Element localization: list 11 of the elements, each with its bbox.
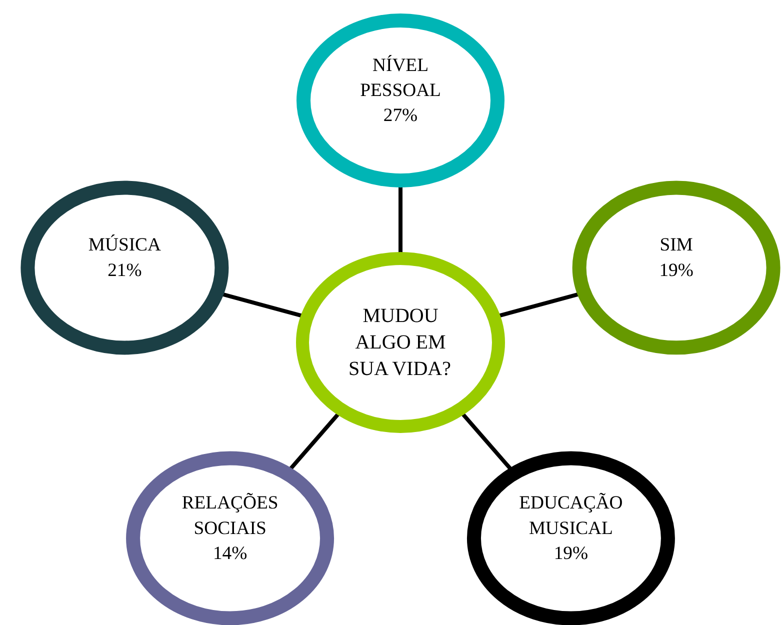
data-label: 21%	[108, 260, 142, 281]
data-label: 19%	[554, 542, 588, 564]
category-label: RELAÇÕES SOCIAIS	[182, 492, 278, 539]
category-label: EDUCAÇÃO MUSICAL	[519, 492, 623, 539]
category-label: NÍVEL PESSOAL	[360, 54, 441, 101]
data-label: 19%	[659, 260, 694, 281]
data-label: 14%	[212, 542, 248, 564]
category-label: SIM	[660, 234, 694, 256]
data-label: 27%	[383, 105, 418, 126]
category-label: MÚSICA	[88, 234, 162, 256]
text: MUDOU ALGO EM SUA VIDA?	[348, 305, 452, 380]
